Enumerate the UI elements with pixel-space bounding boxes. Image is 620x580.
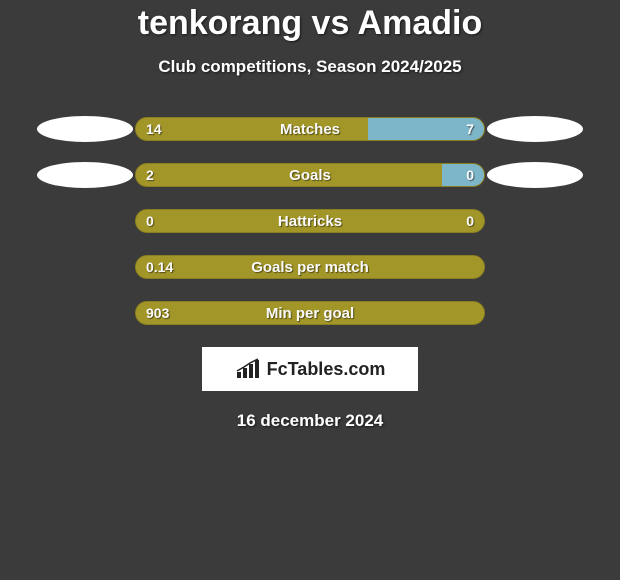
logo-text: FcTables.com — [267, 359, 386, 380]
player-right-avatar — [485, 162, 585, 188]
bar-left-fill — [136, 256, 484, 278]
stat-bar: 147Matches — [135, 117, 485, 141]
bar-left-fill — [136, 302, 484, 324]
fctables-logo[interactable]: FcTables.com — [202, 347, 418, 391]
bar-left-fill — [136, 118, 368, 140]
stat-row: 20Goals — [0, 163, 620, 187]
player-left-avatar — [35, 116, 135, 142]
stat-bar: 20Goals — [135, 163, 485, 187]
player-right-avatar — [485, 116, 585, 142]
stat-bar: 903Min per goal — [135, 301, 485, 325]
bar-left-fill — [136, 164, 397, 186]
stat-row: 147Matches — [0, 117, 620, 141]
stat-label: Hattricks — [136, 210, 484, 232]
stat-bar: 0 0Hattricks — [135, 209, 485, 233]
bar-right-fill — [368, 118, 484, 140]
page-title: tenkorang vs Amadio — [0, 4, 620, 43]
stat-right-value: 0 — [466, 210, 474, 232]
subtitle: Club competitions, Season 2024/2025 — [0, 57, 620, 77]
stat-row: 903Min per goal — [0, 301, 620, 325]
bar-right-fill — [442, 164, 484, 186]
stat-left-value: 0 — [146, 210, 154, 232]
stat-bar: 0.14Goals per match — [135, 255, 485, 279]
stats-list: 147Matches 20Goals 0 0Hattricks 0.14Goals pe… — [0, 117, 620, 325]
stat-row: 0 0Hattricks — [0, 209, 620, 233]
date-label: 16 december 2024 — [0, 411, 620, 431]
stat-row: 0.14Goals per match — [0, 255, 620, 279]
chart-icon — [235, 358, 263, 380]
player-left-avatar — [35, 162, 135, 188]
